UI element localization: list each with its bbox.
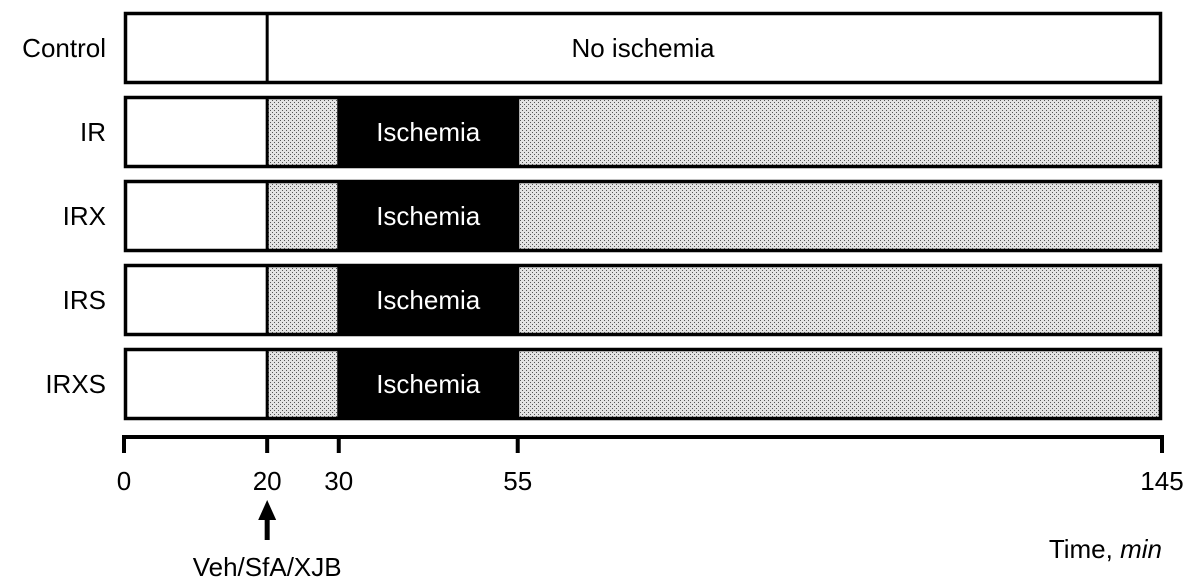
- perfusion-segment: [267, 180, 339, 252]
- baseline-segment: [124, 12, 268, 84]
- time-axis: 0 20 30 55 145 Time, min: [117, 435, 1184, 564]
- perfusion-segment: [517, 264, 1162, 336]
- perfusion-segment: [517, 96, 1162, 168]
- axis-title: Time, min: [1049, 534, 1162, 564]
- arrow-up-icon: [258, 500, 277, 520]
- ischemia-segment: [338, 96, 518, 168]
- ischemia-segment: [338, 264, 518, 336]
- segment-label: Ischemia: [376, 285, 481, 315]
- perfusion-segment: [267, 96, 339, 168]
- row-outline: [123, 179, 1163, 253]
- axis-title-prefix: Time,: [1049, 534, 1120, 564]
- baseline-segment: [124, 264, 268, 336]
- treatment-label: Veh/SfA/XJB: [193, 552, 342, 581]
- baseline-segment: [124, 180, 268, 252]
- segment-label: No ischemia: [571, 33, 715, 63]
- segment-label: Ischemia: [376, 117, 481, 147]
- protocol-row: Control No ischemia: [22, 11, 1163, 85]
- segment-label: Ischemia: [376, 201, 481, 231]
- protocol-row: IR Ischemia: [80, 95, 1163, 169]
- tick-label: 20: [253, 466, 282, 496]
- row-outline: [123, 263, 1163, 337]
- protocol-label: IRX: [63, 201, 106, 231]
- perfusion-segment: [517, 348, 1162, 420]
- row-outline: [123, 95, 1163, 169]
- segment-label: Ischemia: [376, 369, 481, 399]
- tick-label: 55: [503, 466, 532, 496]
- protocol-row: IRXS Ischemia: [45, 347, 1163, 421]
- tick-label: 0: [117, 466, 131, 496]
- protocol-label: IRXS: [45, 369, 106, 399]
- axis-title-unit: min: [1120, 534, 1162, 564]
- perfusion-segment: [267, 348, 339, 420]
- row-outline: [123, 11, 1163, 85]
- treatment-marker: Veh/SfA/XJB: [193, 500, 342, 581]
- ischemia-segment: [338, 348, 518, 420]
- tick-label: 145: [1140, 466, 1183, 496]
- baseline-segment: [267, 12, 1162, 84]
- ischemia-segment: [338, 180, 518, 252]
- baseline-segment: [124, 348, 268, 420]
- perfusion-segment: [267, 264, 339, 336]
- tick-label: 30: [324, 466, 353, 496]
- perfusion-segment: [517, 180, 1162, 252]
- row-outline: [123, 347, 1163, 421]
- protocol-row: IRS Ischemia: [63, 263, 1163, 337]
- protocol-row: IRX Ischemia: [63, 179, 1163, 253]
- protocol-label: IR: [80, 117, 106, 147]
- protocol-label: IRS: [63, 285, 106, 315]
- baseline-segment: [124, 96, 268, 168]
- protocol-label: Control: [22, 33, 106, 63]
